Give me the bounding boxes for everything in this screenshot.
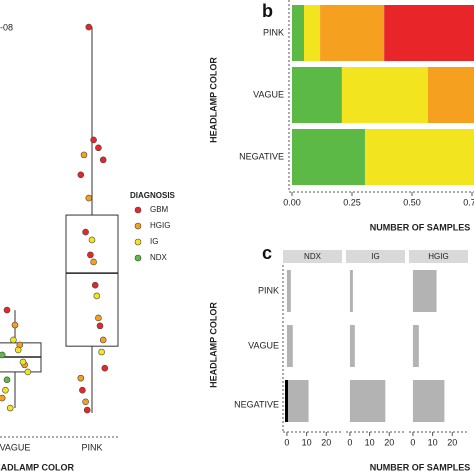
point bbox=[88, 236, 96, 244]
bar-segment bbox=[364, 129, 474, 185]
bar bbox=[286, 270, 291, 312]
legend-title: DIAGNOSIS bbox=[130, 191, 176, 200]
facet-label: HGIG bbox=[428, 252, 448, 261]
point bbox=[3, 376, 11, 384]
x-tick-label: 0.25 bbox=[343, 197, 361, 207]
y-tick-label: PINK bbox=[258, 285, 279, 295]
bar-segment bbox=[384, 5, 474, 61]
x-axis-label: HEADLAMP COLOR bbox=[0, 462, 74, 472]
point bbox=[95, 314, 102, 322]
point bbox=[11, 321, 19, 329]
point bbox=[6, 404, 14, 412]
y-tick-label: PINK bbox=[263, 27, 284, 37]
y-axis-label: HEADLAMP COLOR bbox=[208, 57, 218, 143]
point bbox=[19, 358, 27, 366]
point bbox=[99, 336, 107, 344]
box bbox=[65, 214, 119, 347]
facet-strip bbox=[409, 250, 468, 263]
bar-segment bbox=[304, 5, 321, 61]
point bbox=[95, 144, 102, 152]
point bbox=[80, 151, 88, 159]
bar-segment bbox=[320, 5, 385, 61]
point bbox=[82, 398, 89, 406]
x-tick-label: 10 bbox=[365, 437, 375, 447]
point bbox=[87, 251, 94, 259]
bar-segment bbox=[292, 129, 365, 185]
point bbox=[0, 394, 6, 402]
x-tick-label: 10 bbox=[428, 437, 438, 447]
y-tick-label: VAGUE bbox=[248, 340, 279, 350]
facet-label: IG bbox=[371, 252, 379, 261]
point bbox=[99, 156, 107, 164]
x-tick-label: 20 bbox=[384, 437, 394, 447]
point bbox=[91, 281, 99, 289]
x-axis-label: NUMBER OF SAMPLES bbox=[370, 222, 471, 232]
point bbox=[3, 306, 11, 314]
bar bbox=[286, 325, 293, 367]
bar-segment bbox=[292, 67, 342, 123]
point bbox=[24, 368, 32, 376]
point bbox=[85, 23, 93, 31]
bar bbox=[412, 270, 437, 312]
bar bbox=[349, 325, 355, 367]
legend-label: HGIG bbox=[150, 221, 170, 230]
x-tick-label: 0.75 bbox=[463, 197, 474, 207]
legend-swatch bbox=[134, 238, 142, 246]
x-tick-label: PINK bbox=[81, 442, 102, 452]
legend-swatch bbox=[134, 222, 142, 230]
legend-swatch bbox=[134, 206, 142, 214]
x-tick-label: VAGUE bbox=[0, 442, 30, 452]
point bbox=[90, 136, 97, 144]
legend-label: IG bbox=[150, 237, 158, 246]
panel-letter: b bbox=[262, 1, 273, 21]
point bbox=[77, 171, 85, 179]
bar bbox=[412, 380, 445, 422]
x-tick-label: 20 bbox=[321, 437, 331, 447]
panel-letter: c bbox=[262, 243, 272, 263]
facet-strip bbox=[283, 250, 342, 263]
point bbox=[0, 351, 6, 359]
point bbox=[98, 348, 105, 356]
facet-label: NDX bbox=[304, 252, 322, 261]
x-tick-label: 0.50 bbox=[403, 197, 421, 207]
bar-segment bbox=[427, 67, 474, 123]
y-tick-label: NEGATIVE bbox=[234, 399, 279, 409]
point bbox=[10, 336, 17, 344]
x-tick-label: 20 bbox=[447, 437, 457, 447]
bar bbox=[286, 380, 309, 422]
bar bbox=[412, 325, 419, 367]
x-tick-label: 10 bbox=[302, 437, 312, 447]
annotation: -08 bbox=[0, 22, 13, 32]
point bbox=[79, 386, 86, 394]
point bbox=[90, 258, 97, 266]
y-axis-label: HEADLAMP COLOR bbox=[208, 302, 218, 388]
bar bbox=[349, 270, 353, 312]
y-tick-label: VAGUE bbox=[253, 89, 284, 99]
point bbox=[101, 364, 109, 372]
legend-swatch bbox=[134, 254, 142, 262]
point bbox=[82, 228, 89, 236]
x-tick-label: 0 bbox=[284, 437, 289, 447]
facet-strip bbox=[346, 250, 405, 263]
point bbox=[14, 346, 22, 354]
x-tick-label: 0 bbox=[410, 437, 415, 447]
bar bbox=[349, 380, 386, 422]
bar-edge bbox=[285, 380, 288, 422]
bar-segment bbox=[292, 5, 304, 61]
y-tick-label: NEGATIVE bbox=[239, 151, 284, 161]
legend-label: NDX bbox=[150, 253, 168, 262]
x-axis-label: NUMBER OF SAMPLES bbox=[370, 462, 471, 472]
point bbox=[93, 292, 101, 300]
legend-label: GBM bbox=[150, 205, 169, 214]
point bbox=[77, 374, 85, 382]
point bbox=[85, 194, 93, 202]
bar-segment bbox=[341, 67, 428, 123]
point bbox=[83, 406, 91, 414]
point bbox=[96, 322, 104, 330]
x-tick-label: 0.00 bbox=[283, 197, 301, 207]
x-tick-label: 0 bbox=[347, 437, 352, 447]
point bbox=[2, 386, 9, 394]
